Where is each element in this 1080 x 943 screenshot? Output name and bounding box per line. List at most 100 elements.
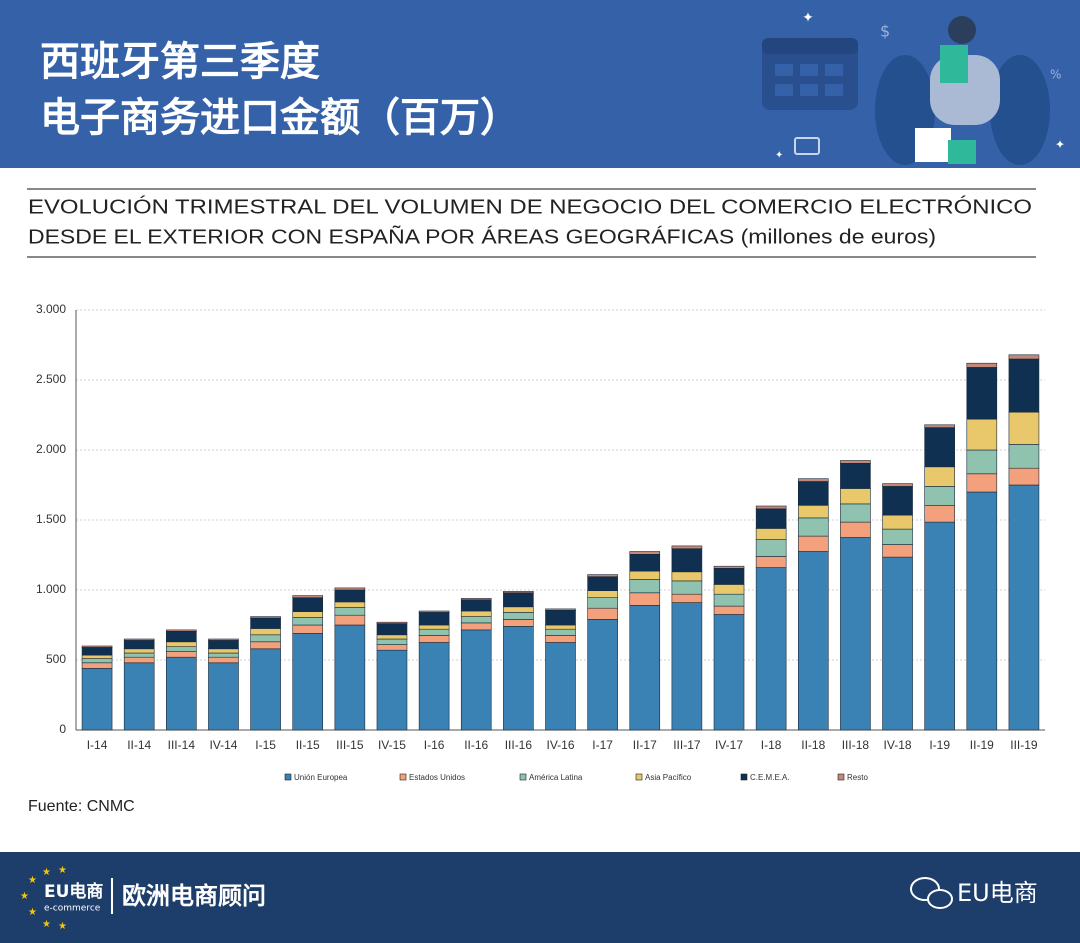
legend-label: Asia Pacífico (645, 773, 692, 782)
bar-segment (840, 503, 871, 523)
bar-segment (587, 619, 618, 731)
bar-segment (208, 640, 239, 650)
bar-segment (208, 638, 239, 641)
x-tick-label: II-18 (801, 738, 825, 752)
x-tick-label: I-17 (592, 738, 613, 752)
legend-label: Resto (847, 773, 868, 782)
svg-text:★: ★ (28, 875, 37, 886)
bar-segment (503, 619, 534, 627)
bar-segment (334, 607, 366, 616)
bar-segment (418, 635, 450, 643)
svg-text:✦: ✦ (775, 150, 783, 161)
bar-segment (292, 595, 324, 598)
x-tick-label: I-15 (255, 738, 276, 752)
bar-segment (587, 574, 618, 577)
bar-segment (924, 427, 955, 468)
legend-swatch (399, 773, 407, 781)
x-tick-label: IV-18 (884, 738, 912, 752)
bar-segment (503, 626, 534, 731)
legend-label: C.E.M.E.A. (750, 773, 790, 782)
bar-segment (797, 517, 829, 537)
bar-segment (166, 651, 197, 658)
bar-segment (755, 528, 787, 540)
bar-segment (334, 614, 366, 626)
svg-text:%: % (1050, 68, 1061, 82)
bar-segment (208, 648, 239, 654)
bar-segment (671, 593, 703, 603)
bar-segment (250, 641, 281, 650)
bar-segment (1008, 358, 1040, 413)
bar-segment (713, 584, 745, 595)
bar-segment (924, 521, 955, 731)
bar-segment (755, 505, 787, 510)
bar-segment (123, 638, 155, 641)
x-tick-label: II-17 (633, 738, 657, 752)
bar-segment (334, 601, 366, 608)
bar-segment (123, 652, 155, 658)
legend-swatch (284, 773, 292, 781)
bar-segment (587, 576, 618, 592)
header-title: 电子商务进口金额（百万） (40, 95, 520, 141)
bar-segment (418, 610, 450, 613)
footer-logo-sub: e-commerce (44, 904, 101, 914)
svg-text:★: ★ (42, 867, 51, 878)
bar-segment (1008, 484, 1040, 731)
y-tick-label: 500 (46, 652, 66, 666)
bar-segment (797, 504, 829, 519)
bar-segment (1008, 354, 1040, 360)
bar-segment (882, 483, 913, 487)
bar-segment (418, 628, 450, 636)
footer-logo: EU电商 (44, 881, 103, 902)
legend-label: América Latina (529, 773, 583, 782)
legend-swatch (635, 773, 643, 781)
footer-logo-stars: ★ ★ ★ ★ ★ ★ ★ (20, 865, 67, 932)
bar-segment (460, 599, 492, 612)
x-tick-label: IV-15 (378, 738, 406, 752)
bar-segment (713, 565, 745, 569)
bar-segment (966, 473, 998, 493)
bar-segment (924, 466, 955, 487)
bar-segment (460, 610, 492, 617)
bar-segment (81, 645, 113, 648)
bar-segment (250, 616, 281, 619)
bar-segment (671, 571, 703, 582)
bar-segment (840, 462, 871, 489)
bar-segment (882, 486, 913, 516)
bar-segment (503, 606, 534, 613)
bar-segment (81, 658, 113, 664)
svg-text:★: ★ (20, 891, 29, 902)
bar-segment (966, 449, 998, 475)
bar-segment (713, 567, 745, 585)
bar-segment (840, 537, 871, 731)
bar-segment (208, 652, 239, 658)
x-tick-label: II-19 (970, 738, 994, 752)
svg-text:★: ★ (58, 865, 67, 876)
plot: 0 500 1.000 1.500 2.000 2.500 3.000 I-14 II-14 II… (36, 302, 1045, 782)
y-tick-label: 2.500 (36, 372, 66, 386)
bar-segment (292, 633, 324, 731)
bar-segment (966, 418, 998, 451)
bar-segment (503, 592, 534, 608)
x-tick-label: III-15 (336, 738, 364, 752)
bar-segment (755, 567, 787, 731)
bar-segment (924, 504, 955, 523)
legend-swatch (837, 773, 845, 781)
bar-segment (418, 624, 450, 630)
bar-segment (629, 553, 661, 572)
bar-segment (460, 616, 492, 624)
bar-segment (376, 638, 408, 645)
bar-segment (81, 662, 113, 669)
bar-segment (882, 556, 913, 731)
bar-segment (166, 630, 197, 643)
bar-segment (123, 648, 155, 654)
y-tick-label: 0 (59, 722, 66, 736)
bar-segment (81, 654, 113, 659)
svg-text:★: ★ (42, 919, 51, 930)
x-tick-label: IV-16 (546, 738, 574, 752)
bar-segment (755, 556, 787, 568)
x-tick-label: II-15 (296, 738, 320, 752)
wechat-icon (910, 877, 953, 909)
bar-segment (545, 624, 576, 630)
bar-segment (1008, 444, 1040, 469)
bar-segment (166, 641, 197, 647)
